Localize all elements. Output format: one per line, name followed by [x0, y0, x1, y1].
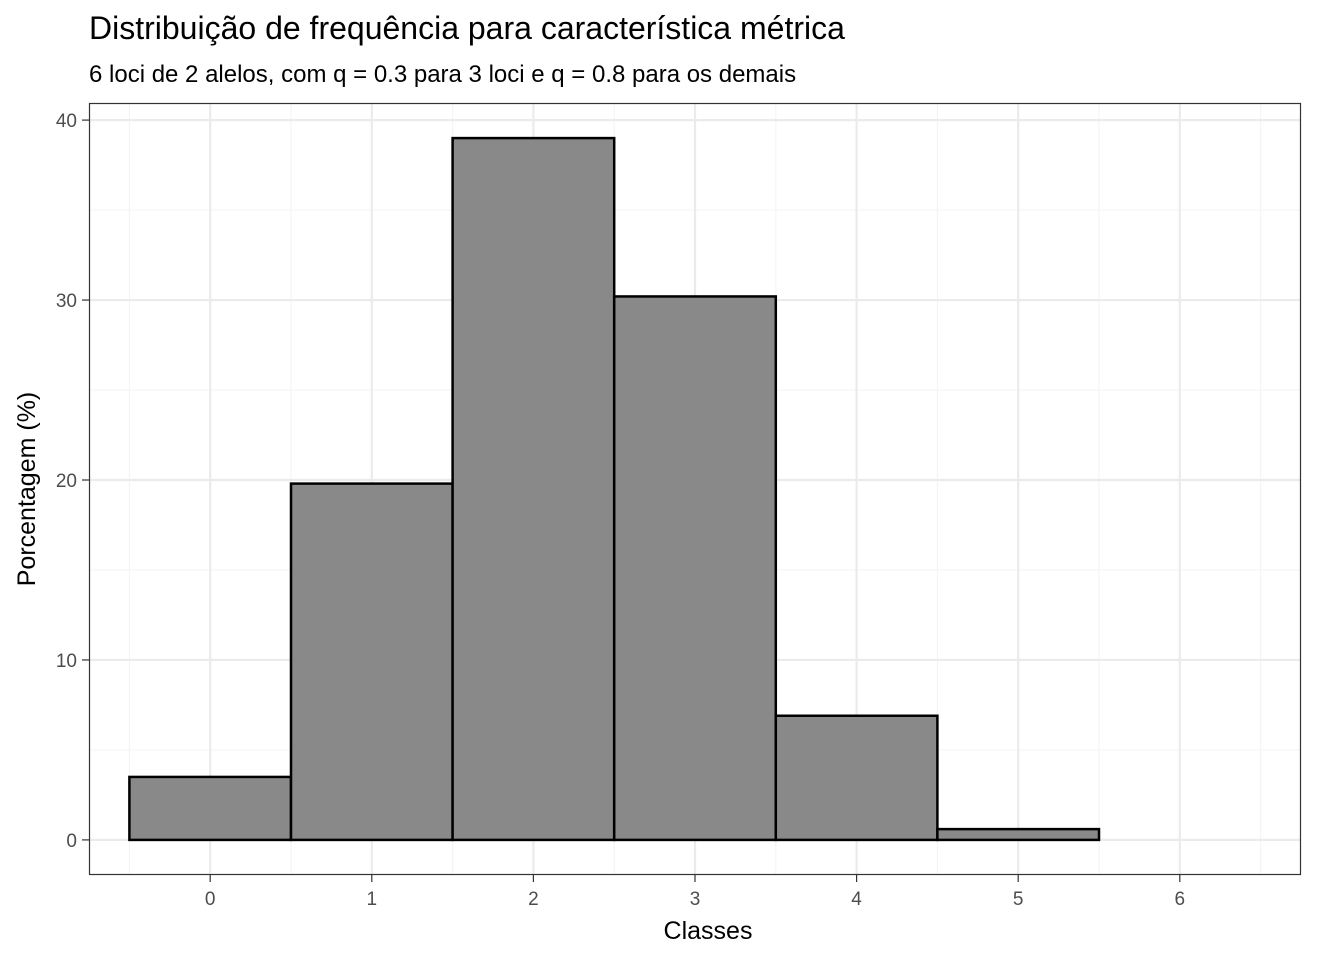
x-tick-label: 5 [1013, 889, 1024, 910]
panel-border [88, 102, 1302, 876]
y-tick-label: 30 [56, 291, 77, 312]
y-tick-label: 40 [56, 111, 77, 132]
chart-title: Distribuição de frequência para caracter… [89, 10, 845, 46]
x-tick-label: 2 [528, 889, 539, 910]
y-axis-title: Porcentagem (%) [13, 392, 41, 587]
x-axis: 0 1 2 3 4 5 6 [205, 875, 1185, 910]
histogram-bar-0 [128, 775, 293, 842]
x-tick-label: 1 [367, 889, 378, 910]
x-tick-label: 0 [205, 889, 216, 910]
histogram-bar-5 [936, 827, 1101, 842]
y-axis: 0 10 20 30 40 [56, 111, 89, 852]
histogram-bar-1 [289, 482, 454, 842]
bars [128, 136, 1101, 842]
x-tick-label: 6 [1175, 889, 1186, 910]
y-tick-label: 10 [56, 651, 77, 672]
histogram-bar-4 [774, 714, 939, 842]
histogram-bar-3 [612, 295, 778, 842]
histogram-bar-2 [451, 136, 616, 842]
chart-subtitle: 6 loci de 2 alelos, com q = 0.3 para 3 l… [89, 61, 796, 88]
x-axis-title: Classes [664, 917, 753, 945]
y-tick-label: 0 [66, 831, 77, 852]
x-tick-label: 3 [690, 889, 701, 910]
y-tick-label: 20 [56, 471, 77, 492]
x-tick-label: 4 [851, 889, 862, 910]
